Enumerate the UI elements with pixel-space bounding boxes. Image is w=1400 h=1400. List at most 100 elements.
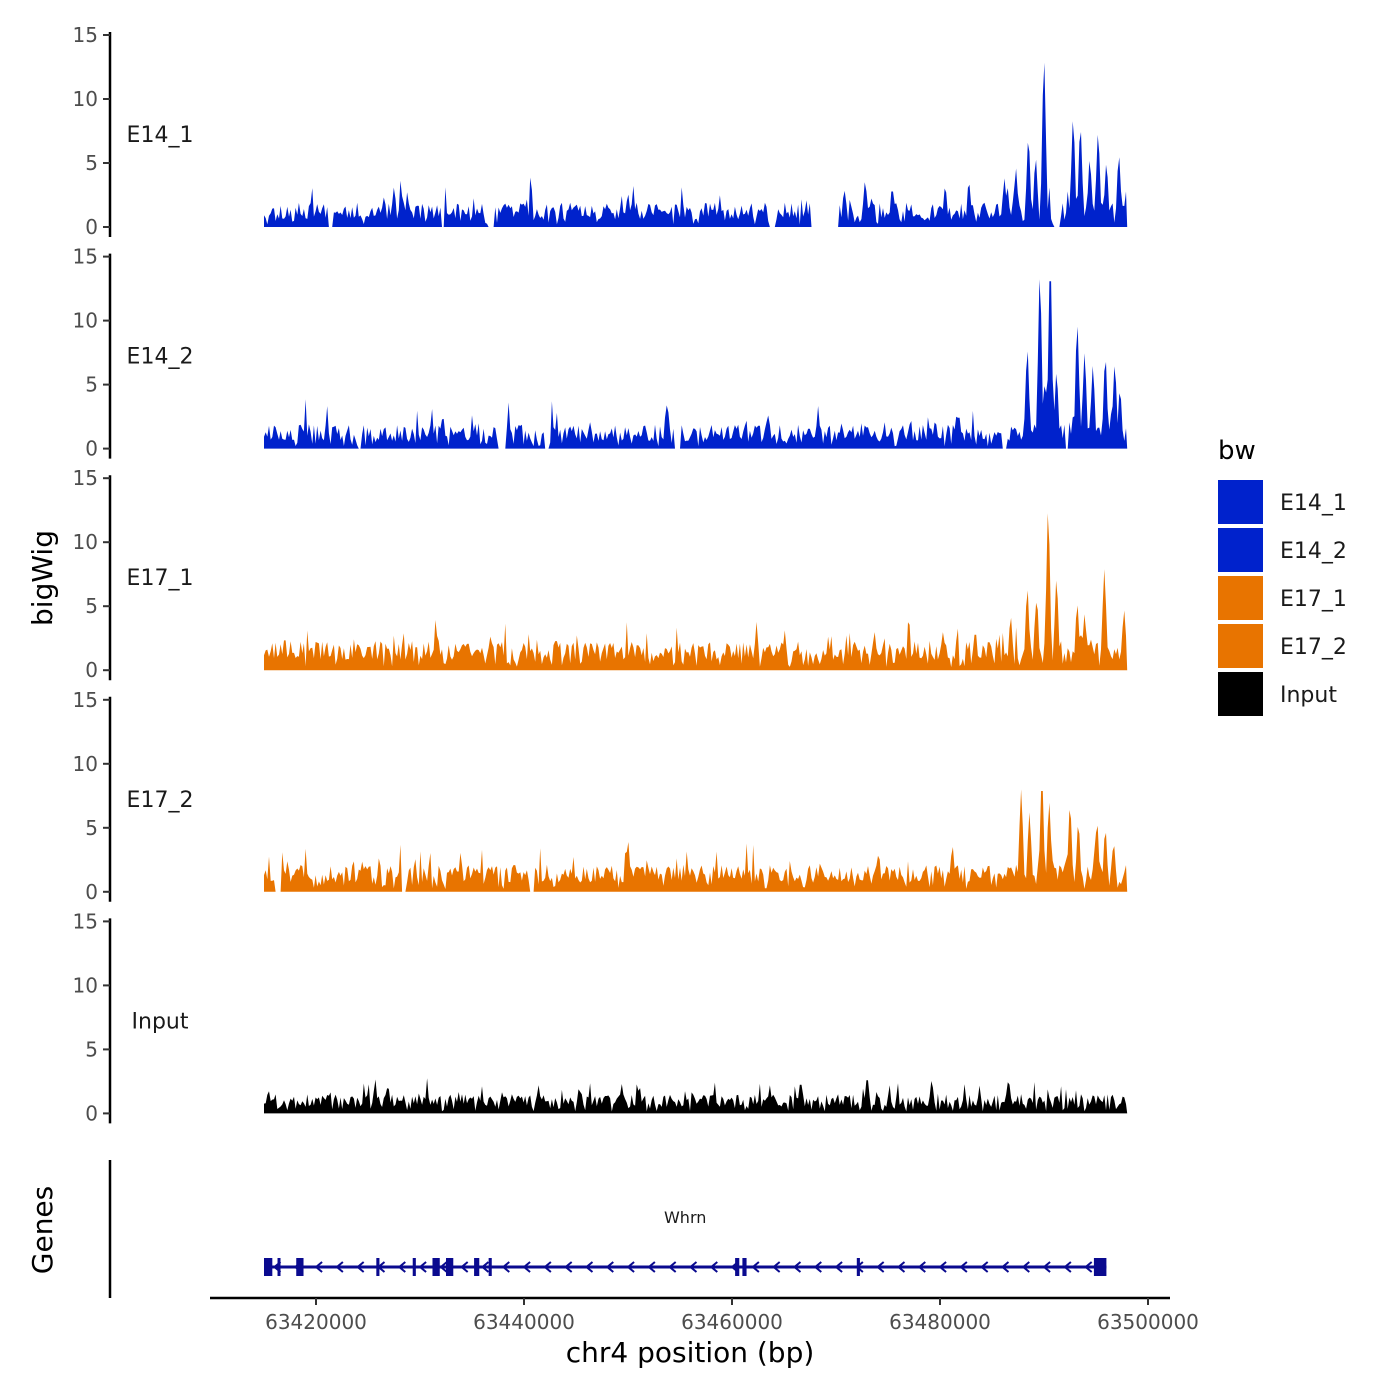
strand-arrow — [480, 1261, 490, 1273]
exon — [296, 1258, 304, 1276]
strand-arrow — [917, 1261, 926, 1273]
gene-name-label: Whrn — [664, 1208, 706, 1227]
facet-label-E14_2: E14_2 — [127, 345, 194, 370]
y-axis-title: bigWig — [26, 530, 59, 626]
y-tick-label: 0 — [85, 658, 98, 682]
strand-arrow — [792, 1261, 802, 1273]
exon — [488, 1258, 492, 1276]
strand-arrow — [397, 1261, 406, 1273]
track-panel-E14_2: 0 5 10 15 E14_2 — [73, 245, 1128, 461]
signal-area-E14_1 — [264, 62, 1128, 228]
facet-label-E14_1: E14_1 — [127, 123, 194, 148]
legend-swatch-E17_1 — [1218, 576, 1263, 620]
exon — [412, 1258, 416, 1276]
track-panel-E17_2: 0 5 10 15 E17_2 — [73, 688, 1128, 904]
signal-area-E17_1 — [264, 513, 1128, 671]
x-axis: 63420000 63440000 63460000 63480000 63500000 — [210, 1296, 1199, 1334]
legend-label-E17_2: E17_2 — [1280, 635, 1347, 660]
y-tick-label: 5 — [85, 594, 98, 618]
y-tick-label: 15 — [73, 23, 98, 47]
strand-arrow — [772, 1261, 781, 1273]
exon — [432, 1258, 440, 1276]
y-tick-label: 0 — [85, 437, 98, 461]
signal-area-E17_2 — [264, 789, 1128, 892]
strand-arrow — [1021, 1261, 1030, 1273]
x-tick-label: 63480000 — [889, 1310, 991, 1334]
y-tick-label: 5 — [85, 816, 98, 840]
legend-label-E14_1: E14_1 — [1280, 491, 1347, 516]
strand-arrow — [709, 1261, 718, 1273]
strand-arrow — [1042, 1261, 1051, 1273]
y-tick-label: 10 — [73, 530, 98, 554]
strand-arrow — [439, 1261, 448, 1273]
exon — [264, 1258, 273, 1276]
legend-swatch-E17_2 — [1218, 624, 1263, 668]
legend: bw E14_1 E14_2 E17_1 E17_2 Input — [1218, 436, 1347, 716]
y-tick-label: 15 — [73, 245, 98, 269]
strand-arrow — [584, 1261, 594, 1273]
strand-arrow — [647, 1261, 656, 1273]
strand-arrow — [1084, 1261, 1093, 1273]
facet-label-E17_2: E17_2 — [127, 788, 194, 813]
y-tick-label: 10 — [73, 973, 98, 997]
legend-title: bw — [1218, 436, 1256, 466]
strand-arrow — [564, 1261, 573, 1273]
facet-label-Input: Input — [132, 1009, 189, 1034]
legend-label-Input: Input — [1280, 683, 1337, 708]
strand-arrow — [335, 1261, 344, 1273]
y-tick-label: 15 — [73, 909, 98, 933]
track-panel-E17_1: 0 5 10 15 E17_1 — [73, 466, 1128, 682]
strand-arrow — [418, 1261, 427, 1273]
signal-area-E14_2 — [264, 279, 1128, 449]
strand-arrow — [751, 1261, 760, 1273]
exon — [277, 1258, 281, 1276]
legend-label-E14_2: E14_2 — [1280, 539, 1347, 564]
y-tick-label: 5 — [85, 373, 98, 397]
strand-arrow — [605, 1261, 614, 1273]
y-tick-label: 15 — [73, 466, 98, 490]
legend-label-E17_1: E17_1 — [1280, 587, 1347, 612]
exon — [735, 1258, 740, 1276]
strand-arrow — [688, 1261, 698, 1273]
track-panel-Input: 0 5 10 15 Input — [73, 909, 1128, 1125]
gene-track: Whrn — [108, 1160, 1107, 1298]
x-tick-label: 63460000 — [681, 1310, 783, 1334]
track-panel-E14_1: 0 5 10 15 E14_1 — [73, 23, 1128, 239]
exon — [446, 1258, 454, 1276]
legend-swatch-E14_2 — [1218, 528, 1263, 572]
facet-label-E17_1: E17_1 — [127, 566, 194, 591]
strand-arrow — [543, 1261, 552, 1273]
y-tick-label: 0 — [85, 215, 98, 239]
strand-arrow — [896, 1261, 906, 1273]
strand-arrow — [460, 1261, 469, 1273]
x-tick-label: 63420000 — [265, 1310, 367, 1334]
strand-arrow — [1063, 1261, 1072, 1273]
y-tick-label: 5 — [85, 151, 98, 175]
track-panels: 0 5 10 15 E14_1 0 5 10 15 E14_2 0 5 10 15 E17_1 0 5 10 15 E… — [73, 23, 1128, 1125]
y-tick-label: 10 — [73, 752, 98, 776]
exon — [856, 1258, 860, 1276]
strand-arrow — [834, 1261, 843, 1273]
y-tick-label: 0 — [85, 880, 98, 904]
legend-swatch-E14_1 — [1218, 480, 1263, 524]
signal-area-Input — [264, 1078, 1128, 1114]
y-tick-label: 0 — [85, 1101, 98, 1125]
strand-arrow — [522, 1261, 531, 1273]
strand-arrow — [938, 1261, 947, 1273]
x-tick-label: 63440000 — [473, 1310, 575, 1334]
x-axis-title: chr4 position (bp) — [566, 1336, 815, 1369]
exon — [376, 1258, 380, 1276]
strand-arrow — [668, 1261, 677, 1273]
exon — [474, 1258, 480, 1276]
strand-arrow — [501, 1261, 510, 1273]
y-tick-label: 15 — [73, 688, 98, 712]
exon — [1093, 1258, 1107, 1276]
strand-arrow — [959, 1261, 968, 1273]
strand-arrow — [1000, 1261, 1010, 1273]
strand-arrow — [980, 1261, 989, 1273]
x-tick-label: 63500000 — [1097, 1310, 1199, 1334]
strand-arrow — [876, 1261, 885, 1273]
y-tick-label: 10 — [73, 309, 98, 333]
exon — [742, 1258, 747, 1276]
